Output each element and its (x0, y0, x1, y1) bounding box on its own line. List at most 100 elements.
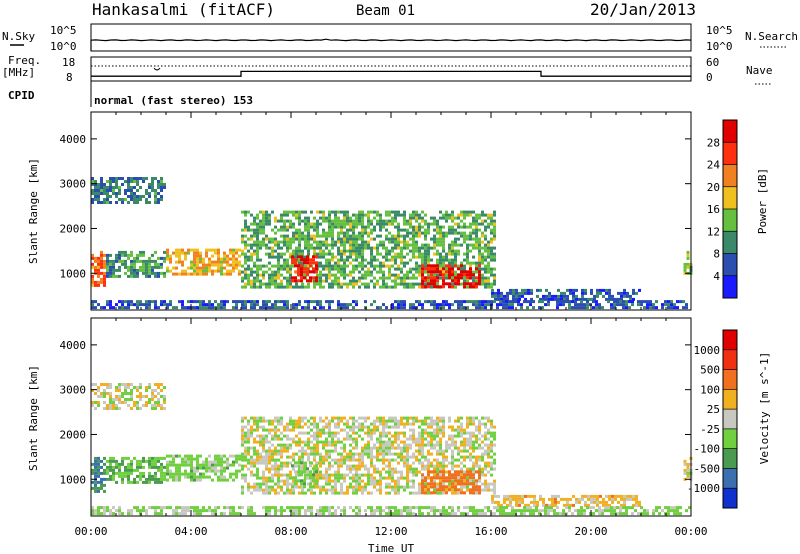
data-cell (466, 234, 469, 238)
data-cell (247, 509, 250, 513)
data-cell (430, 446, 433, 450)
data-cell (388, 446, 391, 450)
data-cell (297, 461, 300, 465)
data-cell (274, 279, 277, 283)
data-cell (268, 449, 271, 453)
data-cell (493, 273, 496, 277)
data-cell (202, 260, 205, 264)
data-cell (325, 279, 328, 283)
data-cell (265, 437, 268, 441)
data-cell (205, 254, 208, 258)
data-cell (292, 467, 295, 471)
data-cell (478, 261, 481, 265)
data-cell (127, 398, 130, 401)
data-cell (208, 469, 211, 473)
data-cell (331, 437, 334, 441)
data-cell (388, 219, 391, 223)
data-cell (379, 473, 382, 477)
data-cell (103, 468, 106, 472)
data-cell (346, 264, 349, 268)
data-cell (400, 440, 403, 444)
data-cell (487, 249, 490, 253)
data-cell (127, 456, 130, 460)
data-cell (343, 282, 346, 286)
data-cell (265, 270, 268, 274)
data-cell (262, 303, 265, 307)
data-cell (490, 219, 493, 223)
data-cell (445, 470, 448, 474)
data-cell (466, 476, 469, 480)
data-cell (355, 458, 358, 462)
data-cell (460, 443, 463, 447)
data-cell (292, 249, 295, 253)
data-cell (581, 497, 584, 501)
data-cell (635, 503, 638, 507)
data-cell (361, 222, 364, 226)
data-cell (460, 467, 463, 471)
data-cell (292, 506, 295, 510)
data-cell (683, 265, 687, 269)
data-cell (172, 463, 175, 467)
data-cell (463, 428, 466, 432)
data-cell (436, 449, 439, 453)
data-cell (136, 389, 139, 392)
data-cell (106, 300, 109, 304)
data-cell (304, 416, 307, 420)
data-cell (196, 478, 199, 482)
data-cell (563, 291, 566, 295)
data-cell (334, 479, 337, 483)
data-cell (241, 300, 244, 304)
data-cell (391, 419, 394, 423)
data-cell (649, 303, 652, 307)
data-cell (97, 471, 100, 475)
data-cell (97, 262, 100, 266)
data-cell (292, 419, 295, 423)
data-cell (163, 274, 166, 278)
data-cell (457, 252, 460, 256)
data-cell (331, 485, 334, 489)
data-cell (118, 300, 121, 304)
data-cell (100, 271, 103, 275)
data-cell (415, 231, 418, 235)
data-cell (100, 189, 103, 192)
data-cell (187, 248, 190, 252)
data-cell (322, 273, 325, 277)
data-cell (355, 300, 358, 304)
data-cell (154, 477, 157, 481)
data-cell (451, 270, 454, 274)
data-cell (253, 285, 256, 289)
data-cell (265, 219, 268, 223)
data-cell (500, 503, 503, 507)
data-cell (340, 416, 343, 420)
data-cell (193, 472, 196, 476)
data-cell (481, 416, 484, 420)
data-cell (202, 509, 205, 513)
data-cell (115, 398, 118, 401)
data-cell (337, 252, 340, 256)
data-cell (349, 443, 352, 447)
data-cell (542, 294, 545, 298)
data-cell (388, 491, 391, 495)
data-cell (379, 488, 382, 492)
data-cell (145, 201, 148, 204)
data-cell (554, 503, 557, 507)
data-cell (274, 300, 277, 304)
data-cell (511, 303, 514, 307)
data-cell (496, 303, 499, 307)
data-cell (436, 485, 439, 489)
data-cell (118, 401, 121, 404)
data-cell (309, 279, 312, 283)
data-cell (346, 419, 349, 423)
data-cell (400, 306, 403, 310)
data-cell (529, 300, 532, 304)
data-cell (493, 225, 496, 229)
data-cell (355, 470, 358, 474)
data-cell (370, 458, 373, 462)
data-cell (478, 252, 481, 256)
data-cell (244, 234, 247, 238)
data-cell (397, 452, 400, 456)
data-cell (364, 446, 367, 450)
data-cell (262, 419, 265, 423)
data-cell (370, 210, 373, 214)
data-cell (460, 482, 463, 486)
